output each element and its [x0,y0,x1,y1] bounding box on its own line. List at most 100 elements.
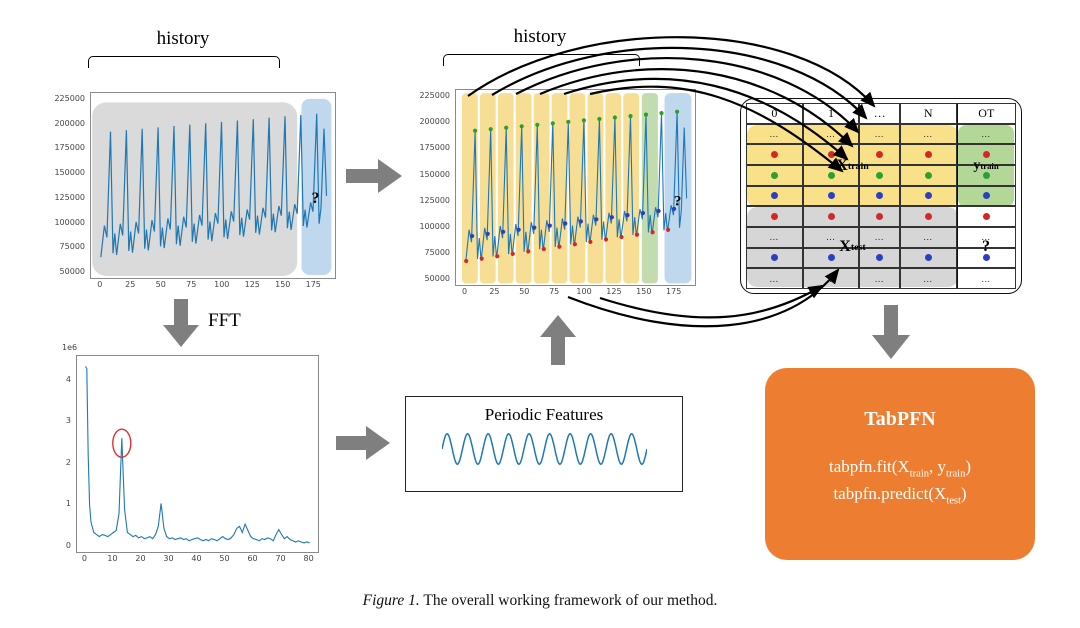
y-tick-label: 50000 [59,267,85,277]
arrow-down-to-fft [163,299,199,347]
ellipsis-text: … [981,273,992,284]
y-tick-label: 175000 [54,143,85,153]
table-cell: … [899,123,957,145]
table-cell [956,185,1016,207]
table-cell [746,185,803,207]
dot-red [876,151,884,159]
dot-blue [876,192,884,200]
table-cell [802,185,860,207]
question-mark: ? [311,189,320,207]
arrow-right-to-windows [346,159,402,193]
table-cell [956,144,1016,165]
fft-chart: 0 1 2 3 4 0 10 20 30 40 50 60 70 80 1e6 [50,343,325,567]
x-tick-label: 80 [303,554,314,563]
table-cell: … [802,226,860,248]
table-cell: … [859,268,900,289]
x-tick-label: 150 [636,287,652,296]
dot-blue [770,192,778,200]
y-tick-label: 150000 [419,169,450,179]
table-cell [746,206,803,227]
tabpfn-fit-line: tabpfn.fit(Xtrain, ytrain) [828,457,972,480]
y-tick-label: 150000 [54,168,85,178]
table-cell: … [956,123,1016,145]
history-brace-middle [443,54,640,66]
ellipsis-text: … [769,232,780,243]
dot-green [876,171,884,179]
x-tick-label: 175 [305,280,321,289]
caption-text: The overall working framework of our met… [423,592,718,609]
table-cell: … [746,226,803,248]
table-cell: … [859,123,900,145]
x-tick-label: 25 [125,280,136,289]
ellipsis-text: … [826,128,837,139]
y-tick-label: 100000 [54,217,85,227]
y-tick-label: 75000 [59,242,85,252]
x-tick-label: 60 [247,554,258,563]
tabpfn-box: TabPFN tabpfn.fit(Xtrain, ytrain) tabpfn… [765,368,1035,560]
arrow-down-to-tabpfn [872,305,910,359]
dot-green [827,171,835,179]
x-tick-label: 50 [519,287,530,296]
y-tick-label: 50000 [424,273,450,283]
x-tick-label: 75 [186,280,197,289]
table-cell [802,247,860,269]
y-tick-label: 0 [65,541,71,551]
table-cell: … [802,123,860,145]
chart-canvas: ? [90,92,336,279]
dot-blue [876,254,884,262]
ellipsis-text: … [769,128,780,139]
ellipsis-text: … [923,128,934,139]
y-tick-label: 225000 [419,91,450,101]
dot-red [827,213,835,221]
table-cell: 0 [746,103,803,124]
x-tick-label: 125 [244,280,260,289]
table-cell: … [899,226,957,248]
question-mark: ? [673,193,682,210]
table-cell [859,247,900,269]
table-cell [859,185,900,207]
x-tick-label: 50 [155,280,166,289]
table-cell [899,144,957,165]
dot-red [924,213,932,221]
dot-red [924,151,932,159]
history-series-chart: ? 225000 200000 175000 150000 125000 100000 750… [50,88,340,293]
y-tick-label: 100000 [419,221,450,231]
figure-caption: Figure 1. The overall working framework … [0,592,1080,610]
table-cell [899,206,957,227]
x-tick-label: 10 [107,554,118,563]
ellipsis-text: … [826,232,837,243]
dot-blue [770,254,778,262]
y-tick-label: 2 [65,457,71,467]
x-tick-label: 100 [576,287,592,296]
table-cell [956,206,1016,227]
dot-blue [924,192,932,200]
x-tick-label: 175 [666,287,682,296]
table-cell: … [859,103,900,124]
y-tick-label: 200000 [54,118,85,128]
x-tick-label: 70 [275,554,286,563]
x-tick-label: 30 [163,554,174,563]
dot-blue [924,254,932,262]
x-tick-label: 0 [81,554,87,563]
periodic-features-box: Periodic Features [405,396,683,492]
x-tick-label: 75 [549,287,560,296]
table-cell: N [899,103,957,124]
tabpfn-predict-line: tabpfn.predict(Xtest) [833,484,967,507]
table-cell [859,206,900,227]
x-tick-label: 125 [606,287,622,296]
y-tick-label: 125000 [54,192,85,202]
y-tick-label: 3 [65,416,71,426]
dot-blue [982,254,990,262]
table-cell: … [746,123,803,145]
dot-red [770,151,778,159]
tabpfn-title: TabPFN [864,408,936,430]
table-cell: … [746,268,803,289]
ellipsis-text: … [923,232,934,243]
table-cell [746,164,803,186]
dot-green [770,171,778,179]
ellipsis-text: … [826,273,837,284]
dot-red [982,213,990,221]
history-label-left: history [156,28,210,49]
y-tick-label: 125000 [419,195,450,205]
